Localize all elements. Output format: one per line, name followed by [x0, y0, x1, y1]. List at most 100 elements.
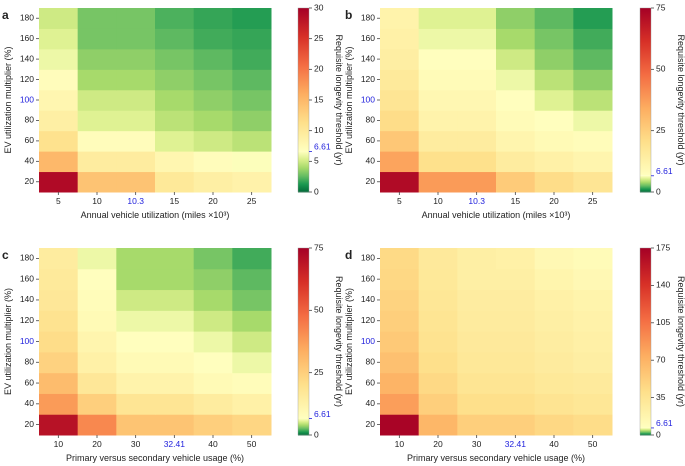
y-tick-label: 60	[366, 135, 376, 145]
heatmap-cell	[193, 130, 233, 152]
heatmap-cell	[534, 151, 574, 173]
heatmap-cell	[39, 289, 79, 311]
heatmap-cell	[155, 151, 195, 173]
y-tick-label: 160	[20, 33, 34, 43]
colorbar-lower	[298, 418, 309, 436]
heatmap-cell	[155, 289, 195, 311]
heatmap-cell	[116, 393, 156, 415]
heatmap-cell	[155, 28, 195, 50]
x-tick-label: 30	[131, 439, 141, 449]
x-tick-label: 10	[395, 439, 405, 449]
heatmap-cell	[155, 48, 195, 70]
heatmap-cell	[232, 110, 272, 132]
heatmap-cell	[534, 268, 574, 291]
heatmap-cell	[418, 248, 458, 270]
heatmap-cell	[457, 372, 497, 394]
panel-b: b 20 40 60 80 100 120 140 160 180 5 10 10.3 15 20 25 Ann…	[344, 2, 685, 220]
panel-label-d: d	[345, 248, 352, 262]
colorbar-tick-label: 0	[656, 186, 661, 196]
heatmap-cell	[155, 351, 195, 374]
heatmap-cell	[155, 331, 195, 353]
heatmap-cell	[39, 110, 79, 132]
heatmap-cell	[77, 171, 117, 193]
heatmap-cell	[77, 151, 117, 173]
heatmap-cell	[573, 248, 613, 270]
heatmap-cell	[77, 248, 117, 270]
heatmap-cell	[77, 130, 117, 152]
colorbar-tick-label: 75	[656, 2, 666, 12]
x-tick-label: 10.3	[468, 196, 485, 206]
heatmap-cell	[39, 331, 79, 353]
heatmap-cell	[457, 69, 497, 91]
heatmap-cell	[418, 69, 458, 91]
heatmap-cell	[39, 248, 79, 270]
x-axis-label: Primary versus secondary vehicle usage (…	[407, 453, 585, 463]
heatmap-cell	[77, 351, 117, 374]
heatmap-cell	[39, 351, 79, 374]
heatmap-cell	[573, 393, 613, 415]
heatmap-cell	[573, 268, 613, 291]
x-axis-label: Annual vehicle utilization (miles ×10³)	[81, 210, 230, 220]
heatmap-cell	[496, 151, 536, 173]
heatmap-cell	[573, 28, 613, 50]
heatmap-cell	[418, 110, 458, 132]
colorbar-upper	[640, 8, 651, 176]
heatmap-cell	[155, 69, 195, 91]
x-tick-label: 15	[170, 196, 180, 206]
heatmap-cell	[457, 268, 497, 291]
heatmap-cell	[39, 69, 79, 91]
y-tick-label: 20	[25, 419, 35, 429]
y-tick-label: 60	[25, 135, 35, 145]
heatmap-cell	[380, 289, 420, 311]
heatmap-cell	[116, 310, 156, 332]
heatmap-cell	[155, 372, 195, 394]
heatmap-cell	[496, 351, 536, 374]
heatmap-cell	[534, 372, 574, 394]
y-tick-label: 40	[366, 156, 376, 166]
heatmap-cell	[380, 393, 420, 415]
colorbar-tick-label: 50	[656, 64, 666, 74]
heatmap-cell	[193, 268, 233, 291]
heatmap-cell	[496, 372, 536, 394]
heatmap-cell	[155, 268, 195, 291]
colorbar-frame	[639, 247, 652, 436]
heatmap-cell	[232, 69, 272, 91]
panel-label-a: a	[2, 8, 9, 22]
heatmap-cell	[232, 48, 272, 70]
x-tick-label: 20	[549, 196, 559, 206]
y-tick-label: 40	[366, 398, 376, 408]
heatmap-cell	[418, 151, 458, 173]
heatmap-cell	[193, 151, 233, 173]
heatmap-cell	[232, 151, 272, 173]
heatmap-cell	[418, 372, 458, 394]
heatmap-cell	[534, 110, 574, 132]
heatmap-cell	[534, 89, 574, 111]
y-tick-label: 100	[20, 336, 34, 346]
heatmap-cell	[193, 8, 233, 29]
heatmap-cell	[193, 69, 233, 91]
heatmap-cell	[496, 248, 536, 270]
colorbar-tick-label: 105	[656, 317, 670, 327]
colorbar-tick-label: 70	[656, 354, 666, 364]
colorbar-lower	[640, 427, 651, 436]
heatmap-cell	[116, 414, 156, 436]
heatmap-cell	[573, 414, 613, 436]
heatmap-cell	[418, 331, 458, 353]
colorbar-tick-label: 30	[314, 2, 324, 12]
heatmap-cell	[193, 110, 233, 132]
heatmap-cell	[155, 248, 195, 270]
heatmap-cell	[457, 248, 497, 270]
y-tick-label: 100	[361, 336, 375, 346]
colorbar-special-label: 6.61	[314, 142, 331, 152]
heatmap-cell	[77, 331, 117, 353]
y-tick-label: 80	[366, 115, 376, 125]
x-tick-label: 20	[92, 439, 102, 449]
heatmap-cell	[193, 171, 233, 193]
heatmap-cell	[534, 8, 574, 29]
heatmap-cell	[77, 393, 117, 415]
colorbar-frame	[639, 7, 652, 193]
colorbar-label: Requisite longevity threshold (yr)	[334, 276, 344, 407]
heatmap-cell	[534, 171, 574, 193]
